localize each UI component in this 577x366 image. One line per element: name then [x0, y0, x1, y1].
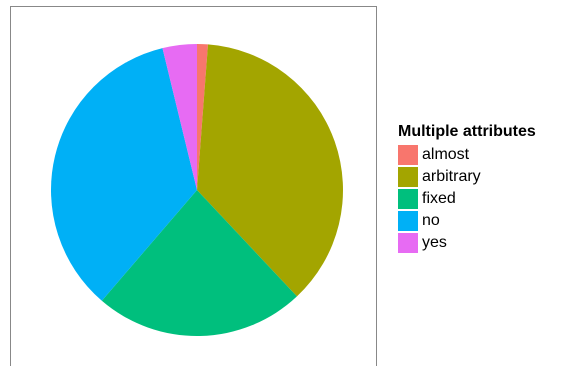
legend-swatch	[398, 189, 418, 209]
legend: Multiple attributes almost arbitrary fixed…	[398, 122, 536, 254]
pie-slice-no	[51, 48, 198, 301]
legend-items: almost arbitrary fixed no yes	[398, 144, 536, 254]
legend-item-yes: yes	[398, 232, 536, 254]
legend-swatch	[398, 211, 418, 231]
legend-item-almost: almost	[398, 144, 536, 166]
legend-label: no	[422, 212, 440, 229]
legend-item-fixed: fixed	[398, 188, 536, 210]
legend-label: yes	[422, 234, 447, 251]
pie-slice-fixed	[101, 190, 297, 336]
legend-label: almost	[422, 146, 470, 163]
legend-swatch	[398, 167, 418, 187]
pie-slice-almost	[197, 44, 208, 190]
legend-swatch	[398, 145, 418, 165]
legend-label: arbitrary	[422, 168, 481, 185]
legend-item-no: no	[398, 210, 536, 232]
legend-title: Multiple attributes	[398, 123, 536, 140]
legend-swatch	[398, 233, 418, 253]
pie-slices	[51, 44, 343, 336]
pie-slice-arbitrary	[197, 44, 343, 297]
pie-slice-yes	[162, 44, 197, 190]
legend-label: fixed	[422, 190, 456, 207]
legend-item-arbitrary: arbitrary	[398, 166, 536, 188]
